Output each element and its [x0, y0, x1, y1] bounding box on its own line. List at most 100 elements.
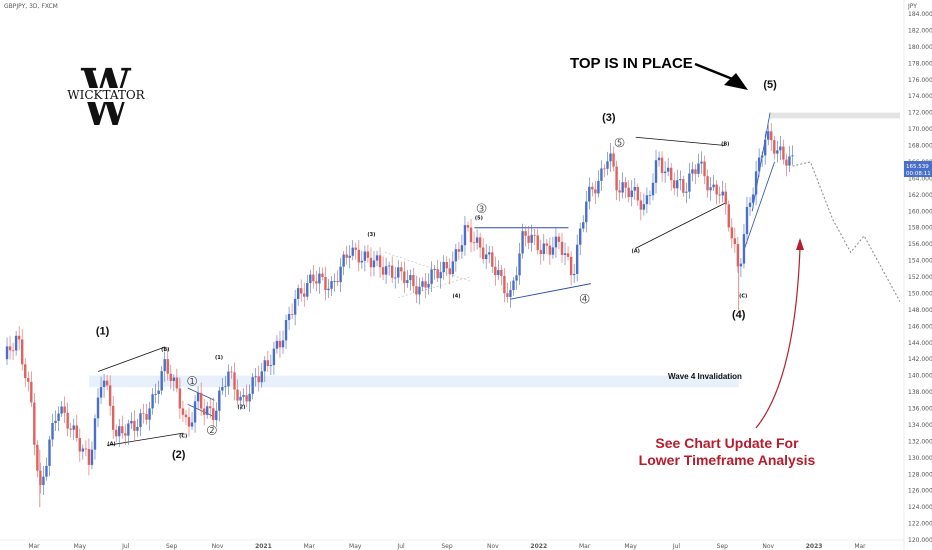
wave-label-circle: [187, 376, 197, 386]
candle-body: [45, 465, 48, 477]
candle-body: [424, 281, 427, 288]
candle-body: [384, 266, 388, 275]
candle-body: [597, 180, 600, 194]
candle-body: [163, 359, 166, 372]
candle-body: [694, 169, 697, 174]
candle-body: [202, 408, 206, 415]
candle-body: [466, 225, 470, 228]
candle-body: [357, 249, 361, 263]
y-tick-label: 172.000: [908, 110, 932, 117]
candle-body: [545, 243, 549, 246]
candle-body: [733, 238, 737, 245]
candle-body: [572, 273, 576, 276]
candle-body: [497, 270, 500, 276]
x-tick-label: Jul: [121, 543, 130, 550]
candle-body: [418, 286, 421, 295]
candle-body: [478, 237, 482, 248]
x-tick-label: Mar: [854, 543, 866, 550]
candle-body: [676, 180, 679, 189]
candle-body: [306, 282, 309, 297]
candle-body: [397, 267, 400, 278]
candle-body: [8, 346, 12, 351]
candle-body: [93, 418, 97, 450]
candle-body: [254, 376, 257, 378]
candle-body: [582, 222, 585, 229]
x-tick-label: Mar: [28, 543, 40, 550]
candle-body: [130, 420, 133, 424]
x-tick-label: Jul: [672, 543, 681, 550]
candle-body: [196, 392, 200, 402]
wave-label: 2: [209, 426, 214, 435]
candle-body: [81, 448, 85, 452]
candle-body: [451, 261, 455, 275]
y-tick-label: 158.000: [908, 225, 932, 232]
candle-body: [339, 266, 342, 283]
candle-body: [633, 186, 636, 191]
candle-body: [512, 280, 515, 291]
candle-body: [96, 397, 100, 419]
candle-body: [133, 420, 136, 431]
candle-body: [178, 388, 182, 409]
candle-body: [230, 371, 233, 373]
candle-body: [648, 195, 652, 197]
candle-body: [275, 340, 279, 349]
price-badge: 165.539 00:08:11: [904, 161, 932, 177]
wave-label: (2): [237, 405, 245, 411]
candle-body: [666, 167, 670, 172]
logo-w-upper: W: [80, 60, 131, 111]
headline-arrow: [694, 62, 748, 90]
candle-body: [54, 420, 57, 423]
y-tick-label: 162.000: [908, 192, 932, 199]
wave-label: (A): [107, 441, 115, 447]
candle-body: [375, 255, 379, 261]
wave-label: (2): [172, 449, 186, 461]
candle-body: [736, 244, 740, 267]
candle-body: [773, 140, 776, 154]
y-tick-label: 178.000: [908, 60, 932, 67]
candle-body: [245, 395, 248, 402]
candle-body: [224, 386, 227, 388]
candle-body: [509, 290, 512, 297]
candle-body: [293, 298, 297, 315]
candle-body: [636, 186, 640, 201]
candle-body: [445, 261, 448, 269]
candle-body: [363, 251, 367, 261]
x-tick-label: 2022: [530, 543, 547, 550]
candle-body: [721, 191, 724, 196]
candle-body: [111, 405, 115, 430]
candle-body: [660, 157, 664, 174]
y-tick-label: 136.000: [908, 406, 932, 413]
candle-body: [669, 167, 673, 181]
candle-body: [536, 235, 539, 251]
candle-body: [615, 166, 618, 191]
candle-body: [618, 190, 621, 193]
candle-body: [475, 237, 479, 243]
candle-body: [742, 234, 746, 264]
y-tick-label: 170.000: [908, 126, 932, 133]
x-tick-label: Jul: [396, 543, 405, 550]
candle-body: [321, 273, 324, 278]
candle-body: [24, 364, 27, 379]
candle-body: [387, 265, 391, 267]
candle-body: [333, 280, 336, 282]
candle-body: [115, 429, 118, 437]
candle-body: [463, 225, 467, 246]
update-text-line1: See Chart Update For: [655, 435, 799, 451]
candle-body: [673, 180, 676, 189]
candle-body: [709, 187, 712, 191]
candle-body: [457, 249, 461, 252]
wave-label-circle: [579, 293, 590, 304]
wave-channel-line: [106, 432, 184, 446]
wave-label: (C): [739, 294, 747, 300]
candle-body: [221, 387, 224, 391]
x-tick-label: Sep: [717, 543, 729, 550]
candle-body: [5, 346, 9, 360]
candle-body: [472, 242, 476, 244]
candle-body: [187, 417, 191, 427]
candle-body: [770, 131, 773, 141]
y-tick-label: 128.000: [908, 471, 932, 478]
candle-body: [754, 171, 758, 195]
wave-structure-lines: [97, 112, 775, 446]
candle-body: [212, 408, 215, 421]
candle-body: [612, 153, 615, 167]
